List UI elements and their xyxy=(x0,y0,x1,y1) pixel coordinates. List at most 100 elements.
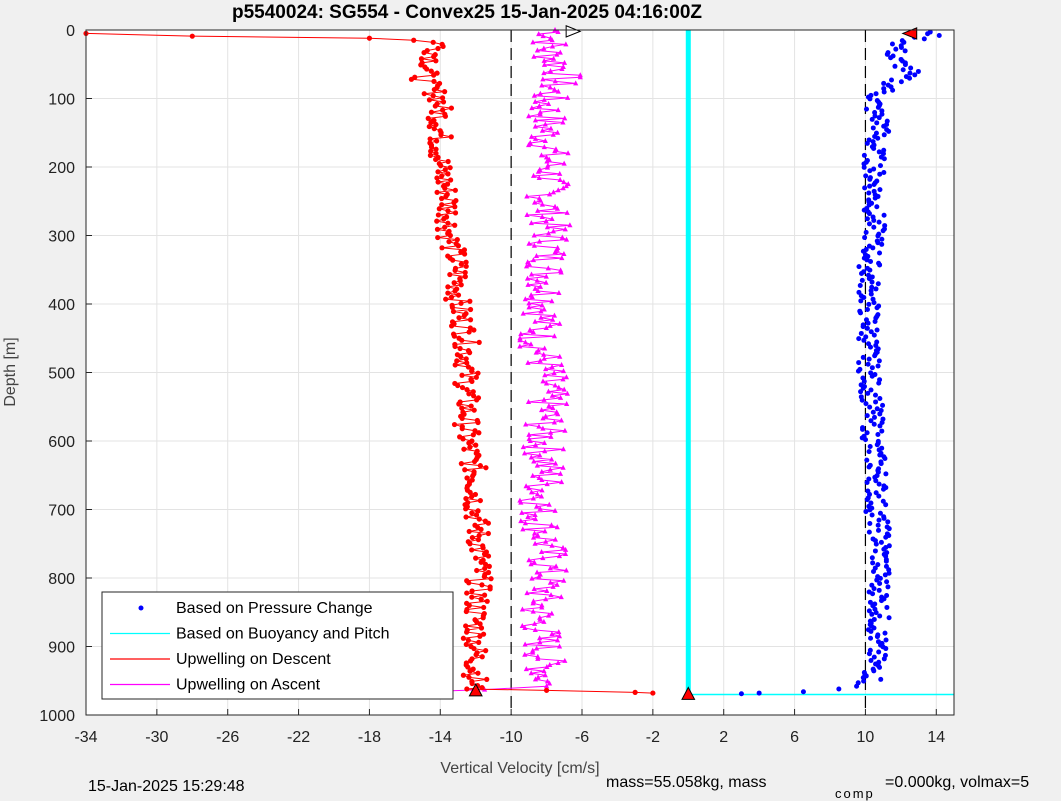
ascent-point xyxy=(542,137,548,143)
pressure-point xyxy=(907,70,913,76)
ascent-point xyxy=(532,511,538,517)
descent-point xyxy=(475,419,481,426)
pressure-point xyxy=(884,51,890,57)
descent-point xyxy=(463,623,469,629)
descent-point xyxy=(435,212,441,218)
descent-point xyxy=(428,144,435,150)
descent-point xyxy=(462,251,468,257)
pressure-point xyxy=(865,361,871,367)
descent-point xyxy=(478,625,485,631)
ascent-point xyxy=(567,222,573,228)
descent-point xyxy=(428,109,435,115)
footer-comp: =0.000kg, volmax=5 xyxy=(885,774,1029,791)
legend: Based on Pressure Change Based on Buoyanc… xyxy=(101,591,454,700)
pressure-point xyxy=(866,190,872,196)
pressure-point xyxy=(863,509,869,515)
ascent-point xyxy=(535,168,542,174)
ascent-point xyxy=(522,625,528,631)
descent-point xyxy=(474,567,480,574)
ascent-point xyxy=(517,343,523,349)
descent-point xyxy=(478,559,484,565)
x-tick-label: 6 xyxy=(790,729,799,746)
descent-point xyxy=(439,202,445,208)
pressure-point xyxy=(861,294,867,300)
ascent-point xyxy=(532,627,538,633)
pressure-point xyxy=(866,529,872,535)
descent-point xyxy=(477,621,483,627)
ascent-point xyxy=(549,298,555,304)
ascent-point xyxy=(539,127,545,133)
descent-point xyxy=(440,43,446,50)
pressure-point xyxy=(876,219,882,225)
pressure-point xyxy=(861,378,867,384)
ascent-point xyxy=(530,600,536,606)
x-axis-label: Vertical Velocity [cm/s] xyxy=(440,760,599,777)
ascent-point xyxy=(537,505,543,511)
descent-point xyxy=(470,389,476,395)
ascent-point xyxy=(546,501,552,507)
descent-point xyxy=(464,360,470,366)
pressure-point xyxy=(871,654,877,660)
ascent-point xyxy=(549,216,555,222)
descent-point xyxy=(408,76,415,82)
pressure-point xyxy=(884,604,890,610)
descent-point xyxy=(428,119,434,126)
descent-point xyxy=(433,150,439,156)
ascent-point xyxy=(537,357,543,363)
ascent-point xyxy=(527,438,533,443)
descent-point xyxy=(456,401,462,407)
pressure-point xyxy=(876,380,882,386)
ascent-point xyxy=(522,651,528,657)
descent-point xyxy=(462,467,468,473)
descent-point xyxy=(448,134,454,140)
pressure-point xyxy=(879,241,885,247)
descent-point xyxy=(469,378,475,385)
pressure-point xyxy=(863,229,869,235)
descent-point xyxy=(479,685,485,691)
descent-point xyxy=(464,629,470,635)
descent-point xyxy=(479,582,485,588)
ascent-point xyxy=(539,604,545,610)
ascent-point xyxy=(537,90,543,96)
ascent-point xyxy=(526,113,532,119)
descent-point xyxy=(434,226,441,232)
legend-label: Based on Pressure Change xyxy=(176,600,373,617)
descent-point xyxy=(482,561,489,567)
pressure-point xyxy=(874,406,880,412)
pressure-point xyxy=(875,104,881,110)
pressure-point xyxy=(883,637,889,643)
descent-point xyxy=(426,123,432,130)
reference-marker xyxy=(901,27,918,40)
ascent-point xyxy=(528,489,535,495)
descent-point xyxy=(424,66,430,72)
ascent-point xyxy=(558,361,565,367)
pressure-point xyxy=(898,44,904,50)
ascent-point xyxy=(539,477,545,483)
pressure-point xyxy=(862,185,868,191)
pressure-point xyxy=(872,548,878,554)
descent-point xyxy=(443,296,449,302)
ascent-point xyxy=(535,207,541,213)
descent-point xyxy=(458,300,464,306)
ascent-point xyxy=(561,250,567,256)
descent-point xyxy=(467,350,473,356)
ascent-point xyxy=(528,561,534,567)
descent-point xyxy=(426,97,433,103)
pressure-point xyxy=(873,490,879,496)
descent-point xyxy=(418,62,424,68)
ascent-point xyxy=(548,429,554,435)
pressure-point xyxy=(866,211,872,217)
ascent-point xyxy=(534,277,540,283)
descent-point xyxy=(366,35,373,41)
pressure-point xyxy=(864,140,870,146)
pressure-point xyxy=(859,271,865,277)
descent-point xyxy=(481,592,488,598)
descent-point xyxy=(483,648,489,654)
pressure-point xyxy=(936,32,942,38)
pressure-point xyxy=(875,527,881,533)
descent-point xyxy=(452,187,458,193)
ascent-point xyxy=(542,528,548,534)
ascent-point xyxy=(542,121,548,127)
descent-point xyxy=(427,136,433,142)
descent-point xyxy=(469,493,475,500)
